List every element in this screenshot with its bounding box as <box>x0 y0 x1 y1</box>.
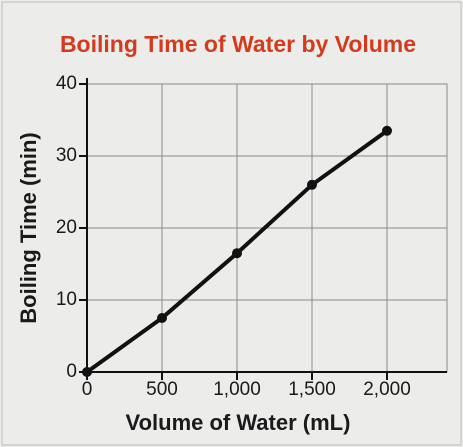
x-tick-label: 1,500 <box>288 379 336 400</box>
y-tick-label: 20 <box>56 217 77 238</box>
data-point <box>82 367 92 377</box>
y-tick-label: 0 <box>66 361 77 382</box>
x-tick-label: 1,000 <box>213 379 261 400</box>
y-tick-label: 30 <box>56 145 77 166</box>
x-axis-label: Volume of Water (mL) <box>126 410 351 435</box>
data-point <box>307 179 317 190</box>
x-tick-label: 500 <box>146 379 178 400</box>
y-axis-label: Boiling Time (min) <box>16 132 41 323</box>
data-point <box>157 313 167 323</box>
y-tick-label: 10 <box>56 289 77 310</box>
chart-title: Boiling Time of Water by Volume <box>60 31 416 57</box>
y-tick-label: 40 <box>56 73 77 94</box>
data-point <box>382 125 392 136</box>
x-tick-label: 2,000 <box>363 379 411 400</box>
x-tick-label: 0 <box>82 379 93 400</box>
data-point <box>232 248 242 259</box>
